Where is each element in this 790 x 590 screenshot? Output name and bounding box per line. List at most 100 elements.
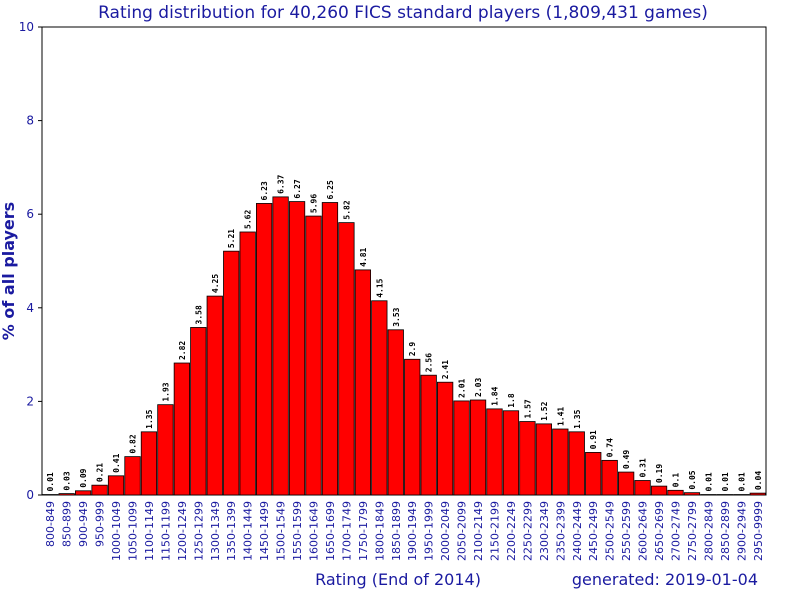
x-tick-label: 2000-2049 [439,501,452,561]
value-label: 1.93 [161,382,170,401]
value-label: 1.35 [145,409,154,428]
value-label: 1.52 [540,401,549,420]
x-axis-label: Rating (End of 2014) [315,570,481,589]
x-tick-label: 850-899 [61,501,74,547]
bar [206,295,223,496]
value-label: 5.21 [227,229,236,248]
bar [404,358,421,496]
x-tick-label: 2500-2549 [604,501,617,561]
x-tick-label: 1100-1149 [143,501,156,561]
value-label: 2.01 [458,378,467,397]
bar [667,489,684,496]
x-tick-label: 950-999 [94,501,107,547]
value-label: 0.01 [721,472,730,491]
value-label: 0.01 [46,472,55,491]
x-tick-label: 2600-2649 [637,501,650,561]
bar [91,484,108,496]
bar [749,492,766,496]
value-label: 0.21 [96,463,105,482]
x-tick-label: 1750-1799 [357,501,370,561]
x-tick-label: 2950-9999 [752,501,765,561]
x-tick-label: 2650-2699 [653,501,666,561]
x-tick-label: 1800-1849 [373,501,386,561]
y-tick-label: 8 [26,114,34,128]
value-label: 4.25 [211,274,220,293]
bar [256,203,273,496]
bar [568,431,585,496]
bar [223,250,240,496]
x-tick-label: 800-849 [44,501,57,547]
x-tick-label: 1650-1699 [324,501,337,561]
bar [75,490,92,496]
x-tick-label: 1550-1599 [291,501,304,561]
x-tick-label: 2450-2499 [587,501,600,561]
bar [552,428,569,496]
value-label: 2.41 [441,360,450,379]
x-tick-label: 2700-2749 [670,501,683,561]
x-tick-label: 2800-2849 [702,501,715,561]
bars [42,196,766,496]
bar [338,222,355,496]
x-tick-label: 1050-1099 [127,501,140,561]
value-label: 0.74 [606,438,615,457]
x-tick-label: 2050-2099 [456,501,469,561]
x-tick-label: 1950-1999 [423,501,436,561]
x-tick-label: 1400-1449 [242,501,255,561]
x-tick-label: 1500-1549 [275,501,288,561]
x-tick-label: 2350-2399 [554,501,567,561]
chart-title: Rating distribution for 40,260 FICS stan… [98,3,708,23]
bar [371,300,388,496]
x-tick-label: 1350-1399 [225,501,238,561]
value-label: 0.91 [589,430,598,449]
x-tick-label: 1900-1949 [406,501,419,561]
y-tick-label: 0 [26,488,34,502]
y-tick-label: 2 [26,394,34,408]
y-axis-label: % of all players [0,202,18,340]
value-label: 5.96 [310,194,319,213]
value-label: 4.81 [359,247,368,266]
bar [420,374,437,496]
value-label: 2.9 [408,342,417,357]
bar [618,471,635,496]
value-label: 6.27 [293,179,302,198]
x-tick-label: 1150-1199 [159,501,172,561]
value-label: 5.62 [244,210,253,229]
bar [107,475,125,496]
bar [650,485,668,496]
bar [190,327,207,496]
x-tick-label: 2400-2449 [571,501,584,561]
x-tick-label: 2850-2899 [719,501,732,561]
bar [535,423,552,496]
value-label: 0.05 [688,470,697,489]
x-tick-label: 2550-2599 [620,501,633,561]
value-label: 0.09 [79,468,88,487]
value-label: 0.03 [63,471,72,490]
bar [519,421,536,496]
bar [140,431,158,496]
bar [486,408,503,496]
x-tick-label: 1250-1299 [192,501,205,561]
bar [321,202,339,496]
value-label: 0.1 [672,473,681,488]
x-tick-label: 1700-1749 [340,501,353,561]
value-label: 2.03 [474,378,483,397]
x-axis: 800-849 850-899 900-949 950-999 1000-1049 105… [44,501,765,561]
bar [683,492,701,496]
bar [173,362,190,496]
generated-date: generated: 2019-01-04 [572,570,758,589]
bar [305,215,322,496]
bar [58,493,75,496]
value-label: 0.41 [112,453,121,472]
value-label: 0.31 [639,458,648,477]
value-label: 0.04 [754,471,763,490]
bar [124,456,141,496]
bar [469,399,487,496]
bar [634,480,651,496]
value-label: 0.01 [704,472,713,491]
value-label: 1.35 [573,409,582,428]
x-tick-label: 1850-1899 [390,501,403,561]
y-tick-label: 4 [26,301,34,315]
x-tick-label: 1450-1499 [258,501,271,561]
value-label: 3.58 [194,305,203,324]
